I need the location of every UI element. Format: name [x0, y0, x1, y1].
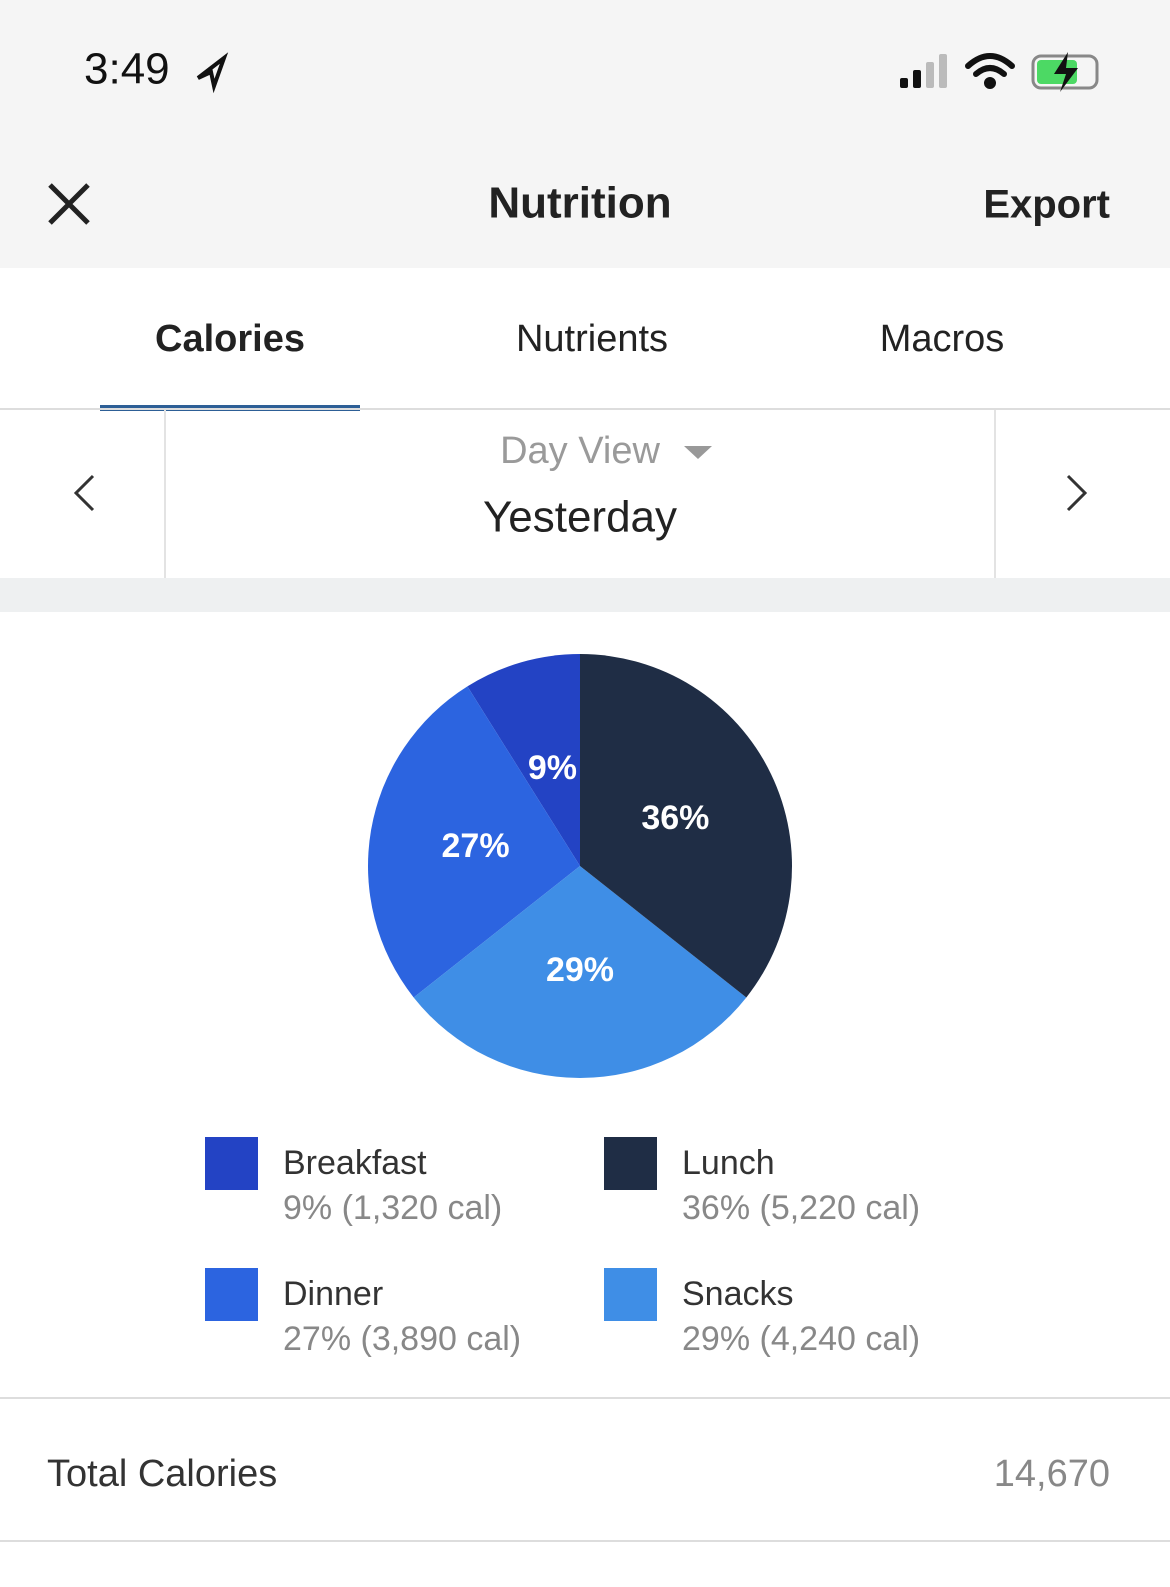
slice-label: 27%	[442, 827, 510, 865]
header-title: Nutrition	[488, 179, 671, 228]
pie-slice	[368, 686, 580, 998]
tab[interactable]: Macros	[880, 318, 1005, 360]
separator-band	[0, 578, 1170, 612]
dropdown-arrow	[684, 446, 712, 459]
legend-name: Dinner	[283, 1275, 383, 1313]
close-button[interactable]	[48, 183, 90, 225]
prev-button[interactable]	[73, 474, 95, 512]
pie-slice	[580, 654, 792, 998]
slice-label: 29%	[546, 951, 614, 989]
battery-icon	[1031, 52, 1099, 92]
view-selector[interactable]: Day View	[500, 430, 660, 472]
legend-name: Lunch	[682, 1144, 775, 1182]
legend: Breakfast 9% (1,320 cal) Lunch 36% (5,220 c…	[205, 1137, 920, 1358]
total-label: Total Calories	[47, 1453, 277, 1495]
tab[interactable]: Calories	[155, 318, 305, 360]
wifi-icon	[965, 53, 1015, 89]
status-time: 3:49	[84, 45, 170, 94]
top-bar-bg	[0, 0, 1170, 268]
pie-slice	[413, 866, 747, 1078]
slice-label: 36%	[641, 799, 709, 837]
legend-detail: 36% (5,220 cal)	[682, 1189, 920, 1227]
legend-swatch	[604, 1137, 657, 1190]
location-icon	[196, 52, 229, 94]
legend-detail: 9% (1,320 cal)	[283, 1189, 502, 1227]
tab[interactable]: Nutrients	[516, 318, 668, 360]
legend-swatch	[205, 1137, 258, 1190]
legend-swatch	[604, 1268, 657, 1321]
total-value: 14,670	[994, 1453, 1110, 1495]
pie-slice	[467, 654, 580, 866]
signal-icon	[900, 54, 947, 88]
legend-detail: 27% (3,890 cal)	[283, 1320, 521, 1358]
next-button[interactable]	[1066, 474, 1088, 512]
legend-name: Snacks	[682, 1275, 794, 1313]
legend-swatch	[205, 1268, 258, 1321]
legend-detail: 29% (4,240 cal)	[682, 1320, 920, 1358]
export-button[interactable]: Export	[983, 183, 1110, 227]
pie-chart: 9% 27% 29% 36%	[368, 654, 792, 1078]
slice-label: 9%	[528, 749, 577, 787]
date-label: Yesterday	[483, 493, 677, 542]
legend-name: Breakfast	[283, 1144, 427, 1182]
